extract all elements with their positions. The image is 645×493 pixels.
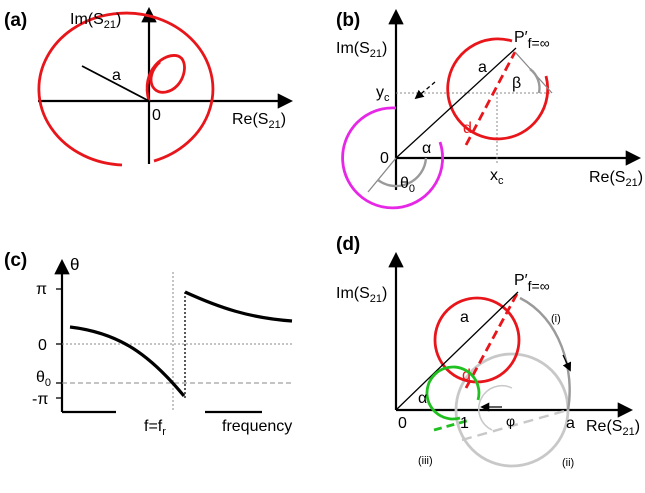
panel-b-theta-label: θ0: [400, 175, 415, 195]
panel-a-origin: 0: [152, 107, 161, 124]
panel-d-d-label: d: [462, 367, 471, 384]
panel-b-xc-label: xc: [490, 167, 504, 187]
panel-b-label: (b): [336, 10, 360, 31]
panel-b-move-arrow: [414, 81, 436, 100]
panel-c-y-label: θ: [70, 255, 79, 274]
panel-c-zero-label: 0: [38, 337, 47, 354]
panel-b-radius-label: a: [478, 59, 487, 76]
panel-d-alpha-label: α: [418, 390, 427, 407]
panel-d-point-label: P′f=∞: [514, 272, 550, 294]
panel-b-magenta-circle: [341, 106, 444, 210]
panel-d-radius-label: a: [460, 309, 469, 326]
panel-a-label: (a): [4, 10, 27, 31]
panel-b-theta-line: [367, 157, 397, 193]
panel-d-one-label: 1: [460, 415, 469, 432]
panel-d-phi-line: [461, 408, 569, 442]
panel-d-ii-label: (ii): [562, 457, 574, 469]
panel-a-radius-label: a: [112, 67, 121, 84]
panel-a-big-loop: [37, 11, 215, 167]
panel-d: (d) d a α φ Im(S21) Re(S21) 0 1 a P′f=∞ …: [336, 234, 640, 469]
panel-c-pi-label: π: [36, 281, 47, 298]
panel-d-a-axis-label: a: [566, 415, 575, 432]
panel-a-x-label: Re(S21): [232, 111, 286, 131]
panel-d-label: (d): [336, 234, 360, 255]
panel-b-origin: 0: [380, 150, 389, 167]
panel-b-point-label: P′f=∞: [514, 29, 550, 51]
panel-c-negpi-label: -π: [32, 391, 48, 408]
panel-d-origin: 0: [398, 415, 407, 432]
panel-d-d-line: [464, 291, 520, 389]
panel-a-y-label: Im(S21): [70, 11, 121, 31]
panel-d-phi-label: φ: [506, 413, 515, 429]
panel-b-d-line: [464, 51, 517, 146]
panel-b-y-label: Im(S21): [336, 40, 387, 60]
panel-b-x-label: Re(S21): [589, 169, 643, 189]
panel-c-x-label: frequency: [222, 418, 292, 435]
panel-d-phi-arc: [478, 385, 513, 431]
panel-c-curve-left: [69, 325, 186, 398]
panel-b: (b) d β a θ0 α Im(S21) Re(S21) 0 yc xc P…: [336, 8, 643, 210]
panel-a: (a) a 0 Im(S21) Re(S21): [4, 6, 294, 167]
panel-b-diagonal: [395, 47, 517, 159]
panel-d-trajectory-arrow: [562, 354, 572, 372]
panel-c-label: (c): [4, 250, 27, 271]
panel-b-yc-label: yc: [376, 84, 390, 104]
panel-d-iii-label: (iii): [418, 455, 433, 467]
panel-d-x-label: Re(S21): [586, 418, 640, 438]
panel-c-fr-label: f=fr: [144, 418, 166, 438]
panel-b-beta-label: β: [512, 75, 521, 92]
panel-b-d-label: d: [463, 120, 472, 137]
panel-c-curve-right: [184, 290, 293, 323]
panel-d-y-label: Im(S21): [336, 285, 387, 305]
panel-a-radius-line: [81, 65, 150, 102]
panel-d-diagonal: [395, 291, 519, 411]
panel-b-theta-arc: [377, 157, 428, 188]
panel-c: (c) θ π 0 θ0 -π f=fr frequency: [4, 250, 294, 438]
panel-b-red-circle: [446, 37, 550, 141]
panel-d-i-label: (i): [551, 313, 561, 325]
panel-d-trajectory-arc: [519, 296, 571, 411]
panel-b-beta-arc: [529, 68, 541, 94]
panel-c-theta0-label: θ0: [36, 369, 51, 389]
panel-b-alpha-label: α: [422, 140, 431, 157]
panel-d-green-circle: [425, 365, 481, 421]
panel-d-green-dash: [433, 418, 471, 432]
panel-a-small-loop: [145, 54, 186, 102]
